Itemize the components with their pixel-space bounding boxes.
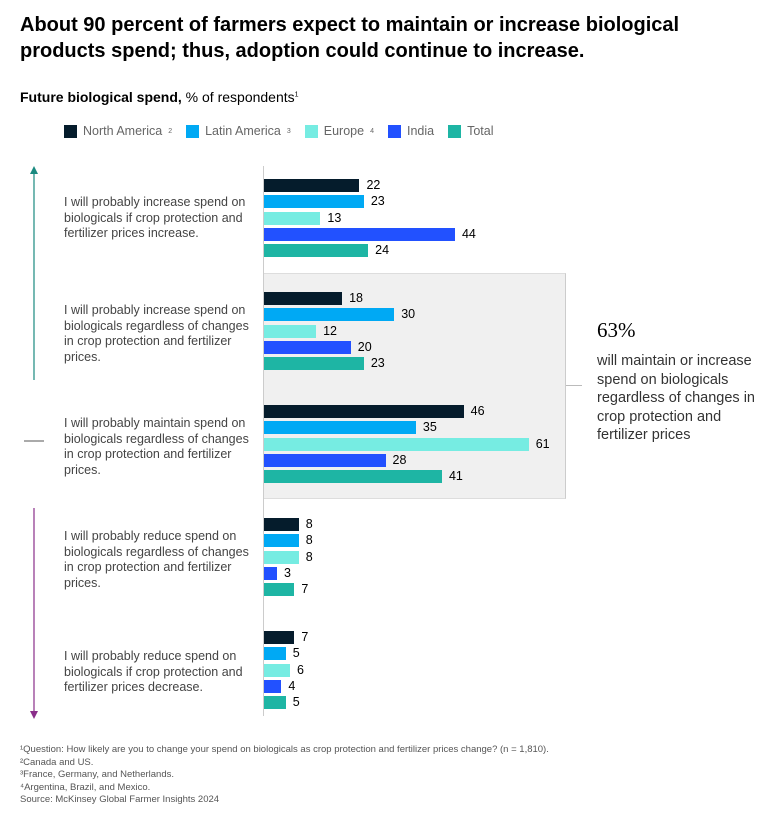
bracket-tick bbox=[566, 385, 582, 386]
y-axis-line bbox=[263, 166, 264, 716]
bar-europe bbox=[264, 663, 291, 677]
data-label: 18 bbox=[349, 291, 364, 305]
data-label: 13 bbox=[327, 210, 342, 225]
data-label: 28 bbox=[392, 452, 407, 467]
data-label: 22 bbox=[366, 178, 381, 192]
legend-swatch bbox=[304, 124, 318, 138]
legend-swatch bbox=[387, 124, 401, 138]
footnotes: ¹Question: How likely are you to change … bbox=[20, 744, 549, 807]
category-label: I will probably reduce spend on biologic… bbox=[64, 649, 243, 694]
data-label: 8 bbox=[305, 517, 313, 531]
data-label: 23 bbox=[370, 194, 385, 209]
bar-india bbox=[264, 679, 282, 693]
data-label: 7 bbox=[301, 630, 309, 644]
data-label: 8 bbox=[305, 533, 313, 548]
legend-label: North America bbox=[83, 124, 163, 138]
bar-north_america bbox=[264, 631, 295, 644]
category-label: I will probably increase spend on biolog… bbox=[64, 303, 249, 364]
legend-item: Latin America 3 bbox=[186, 124, 291, 138]
bar-total bbox=[264, 470, 442, 484]
legend: North America 2 Latin America 3 Europe 4 India… bbox=[64, 124, 493, 138]
bar-europe bbox=[264, 211, 321, 225]
bar-india bbox=[264, 227, 455, 241]
bar-total bbox=[264, 357, 364, 371]
footnote: Source: McKinsey Global Farmer Insights … bbox=[20, 794, 220, 805]
bar-india bbox=[264, 566, 278, 580]
bar-india bbox=[264, 453, 386, 467]
bar-india bbox=[264, 340, 351, 354]
chart-subtitle: Future biological spend, % of respondent… bbox=[20, 89, 299, 105]
data-label: 24 bbox=[375, 243, 390, 258]
data-label: 35 bbox=[422, 420, 437, 435]
legend-swatch bbox=[64, 124, 77, 138]
legend-item: Europe 4 bbox=[304, 124, 374, 138]
data-label: 5 bbox=[292, 695, 300, 710]
category-label: I will probably increase spend on biolog… bbox=[64, 195, 246, 240]
footnote: ²Canada and US. bbox=[20, 756, 94, 768]
data-label: 8 bbox=[305, 549, 313, 564]
direction-arrows bbox=[24, 166, 44, 719]
data-label: 44 bbox=[461, 226, 476, 241]
category-label: I will probably maintain spend on biolog… bbox=[64, 416, 249, 477]
legend-label: India bbox=[406, 124, 435, 138]
bar-europe bbox=[264, 437, 529, 451]
data-label: 3 bbox=[284, 565, 291, 580]
bar-latin_america bbox=[264, 308, 395, 322]
chart-title: About 90 percent of farmers expect to ma… bbox=[20, 14, 680, 62]
data-label: 61 bbox=[535, 436, 550, 451]
bar-latin_america bbox=[264, 534, 299, 548]
data-label: 41 bbox=[448, 469, 463, 484]
bar-europe bbox=[264, 550, 299, 564]
bar-north_america bbox=[264, 179, 360, 192]
bar-total bbox=[264, 696, 286, 710]
legend-sup: 3 bbox=[286, 127, 291, 135]
bar-total bbox=[264, 583, 295, 597]
subtitle-bold: Future biological spend, bbox=[20, 89, 182, 105]
category-label: I will probably reduce spend on biologic… bbox=[64, 529, 249, 590]
data-label: 20 bbox=[357, 339, 372, 354]
footnote: ¹Question: How likely are you to change … bbox=[20, 744, 549, 755]
bar-north_america bbox=[264, 292, 343, 305]
data-label: 5 bbox=[292, 646, 300, 661]
up-arrow-icon bbox=[30, 166, 38, 380]
data-label: 23 bbox=[370, 356, 385, 371]
bar-north_america bbox=[264, 518, 299, 531]
legend-label: Latin America bbox=[205, 124, 281, 138]
down-arrow-icon bbox=[30, 508, 38, 719]
subtitle-rest: % of respondents bbox=[181, 89, 295, 105]
legend-item: North America 2 bbox=[64, 124, 172, 138]
bar-europe bbox=[264, 324, 317, 338]
bar-latin_america bbox=[264, 647, 286, 661]
legend-label: Europe bbox=[323, 124, 365, 138]
data-label: 12 bbox=[323, 323, 337, 338]
footnote: ⁴Argentina, Brazil, and Mexico. bbox=[20, 781, 151, 793]
legend-item: India bbox=[387, 124, 435, 138]
footnote: ³France, Germany, and Netherlands. bbox=[20, 769, 175, 780]
callout-text: will maintain or increase spend on biolo… bbox=[597, 353, 755, 443]
legend-label: Total bbox=[467, 124, 494, 138]
subtitle-sup: 1 bbox=[294, 91, 299, 99]
legend-sup: 2 bbox=[168, 127, 173, 135]
bar-north_america bbox=[264, 405, 464, 418]
bar-latin_america bbox=[264, 195, 364, 209]
legend-sup: 4 bbox=[370, 127, 374, 135]
legend-swatch bbox=[448, 124, 462, 138]
data-label: 6 bbox=[297, 662, 304, 677]
bar-latin_america bbox=[264, 421, 416, 435]
bar-total bbox=[264, 244, 369, 258]
data-label: 30 bbox=[401, 307, 416, 322]
legend-item: Total bbox=[448, 124, 493, 138]
legend-swatch bbox=[186, 124, 200, 138]
callout-value: 63% bbox=[597, 318, 636, 342]
data-label: 7 bbox=[301, 582, 309, 597]
data-label: 46 bbox=[470, 404, 485, 418]
data-label: 4 bbox=[288, 678, 296, 693]
